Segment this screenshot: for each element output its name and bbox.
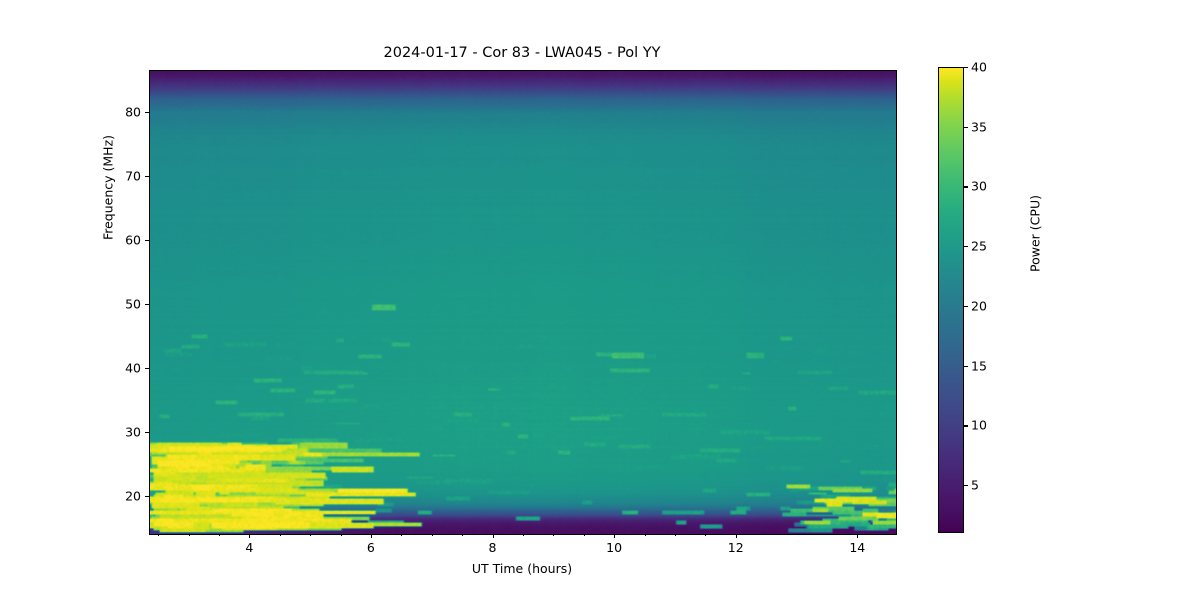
colorbar-tick — [964, 67, 968, 69]
y-tick-label: 40 — [125, 360, 141, 376]
colorbar-tick — [964, 186, 968, 188]
colorbar-tick — [964, 246, 968, 248]
x-tick — [370, 534, 372, 538]
x-tick-label: 10 — [606, 540, 623, 555]
x-tick-label: 14 — [849, 540, 866, 555]
x-minor-tick — [644, 534, 646, 537]
y-tick — [145, 303, 149, 305]
y-tick-label: 50 — [125, 296, 141, 312]
x-minor-tick — [522, 534, 524, 537]
colorbar-tick-label: 40 — [971, 59, 987, 75]
x-tick — [857, 534, 859, 538]
y-tick-label: 70 — [125, 168, 141, 184]
x-tick-label: 12 — [727, 540, 744, 555]
x-minor-tick — [340, 534, 342, 537]
x-minor-tick — [158, 534, 160, 537]
x-minor-tick — [462, 534, 464, 537]
colorbar-tick-label: 20 — [971, 298, 987, 314]
x-minor-tick — [310, 534, 312, 537]
colorbar-tick-label: 30 — [971, 178, 987, 194]
y-tick-label: 80 — [125, 104, 141, 120]
y-tick — [145, 431, 149, 433]
x-minor-tick — [279, 534, 281, 537]
x-minor-tick — [674, 534, 676, 537]
x-tick — [735, 534, 737, 538]
x-tick — [492, 534, 494, 538]
colorbar-tick — [964, 126, 968, 128]
y-tick-label: 60 — [125, 232, 141, 248]
y-axis-label: Frequency (MHz) — [100, 134, 116, 241]
y-tick — [145, 367, 149, 369]
spectrogram-image — [150, 71, 896, 534]
y-tick — [145, 175, 149, 177]
y-tick-label: 20 — [125, 488, 141, 504]
colorbar-gradient — [938, 67, 964, 533]
y-tick — [145, 111, 149, 113]
y-tick — [145, 239, 149, 241]
x-minor-tick — [705, 534, 707, 537]
colorbar-tick-label: 10 — [971, 417, 987, 433]
x-minor-tick — [583, 534, 585, 537]
colorbar-tick-label: 5 — [971, 477, 979, 493]
x-tick-label: 6 — [366, 540, 375, 555]
spectrogram-heatmap — [150, 71, 896, 534]
x-tick — [249, 534, 251, 538]
colorbar-tick — [964, 485, 968, 487]
colorbar-tick — [964, 365, 968, 367]
colorbar-tick-label: 15 — [971, 358, 987, 374]
x-minor-tick — [553, 534, 555, 537]
y-tick — [145, 495, 149, 497]
x-tick-label: 8 — [488, 540, 497, 555]
colorbar-tick — [964, 305, 968, 308]
x-tick-label: 4 — [245, 540, 254, 555]
x-axis-label: UT Time (hours) — [471, 561, 573, 576]
colorbar-tick-label: 35 — [971, 119, 987, 135]
x-tick — [614, 534, 616, 538]
y-tick-label: 30 — [125, 424, 141, 440]
x-minor-tick — [401, 534, 403, 537]
x-minor-tick — [218, 534, 220, 537]
x-minor-tick — [188, 534, 190, 537]
colorbar-tick — [964, 425, 968, 427]
colorbar-label: Power (CPU) — [1027, 195, 1043, 272]
colorbar[interactable]: 5 10 15 20 25 30 35 40 — [938, 60, 987, 533]
x-minor-tick — [431, 534, 433, 537]
page-title: 2024-01-17 - Cor 83 - LWA045 - Pol YY — [383, 45, 661, 61]
colorbar-tick-label: 25 — [971, 238, 987, 254]
spectrogram-axes[interactable] — [149, 70, 897, 535]
